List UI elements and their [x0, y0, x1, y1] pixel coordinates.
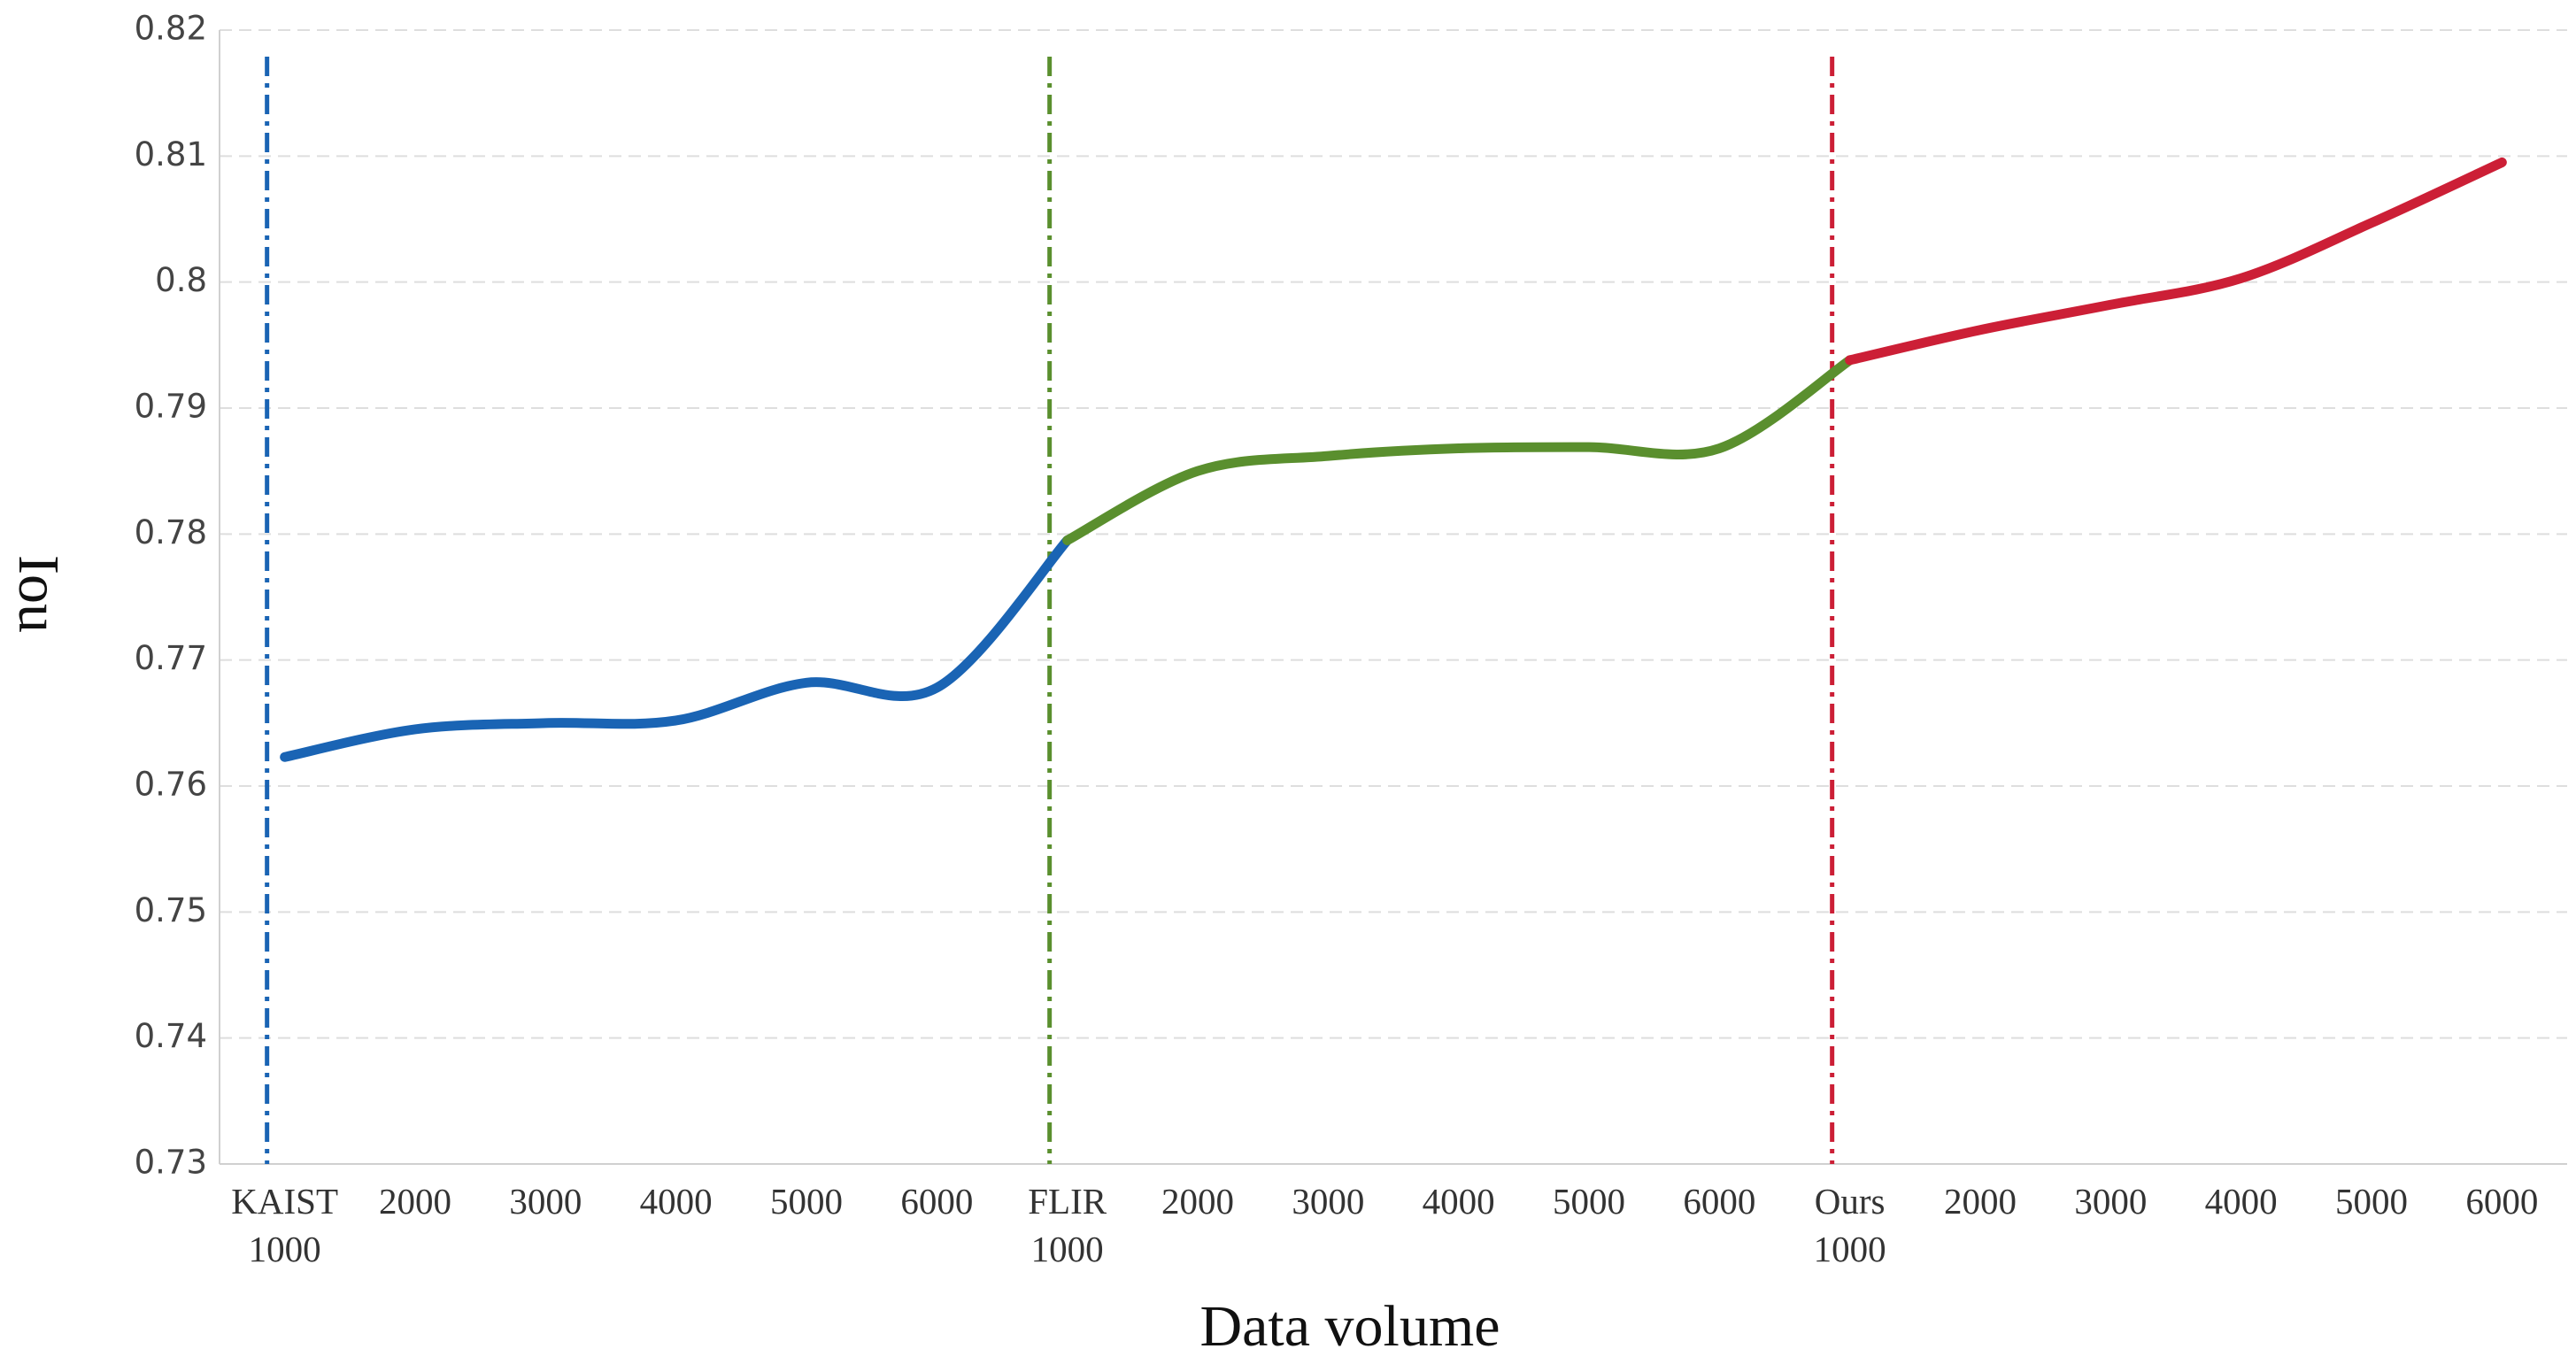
x-axis-title: Data volume [1199, 1294, 1500, 1359]
x-tick-label: 2000 [379, 1181, 451, 1222]
y-tick-label: 0.81 [135, 135, 207, 173]
x-tick-label: 2000 [1944, 1181, 2017, 1222]
x-tick-label: 6000 [2465, 1181, 2538, 1222]
y-axis-title: Iou [6, 555, 71, 633]
series-line [280, 535, 1073, 762]
x-tick-label: 6000 [900, 1181, 973, 1222]
y-tick-label: 0.78 [135, 513, 207, 551]
x-tick-label: 6000 [1683, 1181, 1755, 1222]
x-tick-label: 4000 [640, 1181, 713, 1222]
y-tick-label: 0.73 [135, 1144, 207, 1182]
y-tick-label: 0.77 [135, 639, 207, 677]
x-tick-label: 3000 [2074, 1181, 2147, 1222]
series-line [1062, 355, 1855, 545]
x-tick-label: 3000 [509, 1181, 582, 1222]
x-tick-label: Ours 1000 [1814, 1181, 1886, 1269]
y-tick-label: 0.82 [135, 10, 207, 48]
y-tick-label: 0.79 [135, 388, 207, 426]
y-tick-label: 0.75 [135, 891, 207, 929]
x-tick-label: 5000 [1553, 1181, 1625, 1222]
y-tick-label: 0.74 [135, 1017, 207, 1055]
y-tick-label: 0.76 [135, 766, 207, 804]
x-tick-label: 4000 [2205, 1181, 2278, 1222]
x-tick-label: 5000 [2335, 1181, 2408, 1222]
x-tick-label: 2000 [1161, 1181, 1234, 1222]
x-tick-label: FLIR 1000 [1028, 1181, 1107, 1269]
x-tick-label: KAIST 1000 [231, 1181, 338, 1269]
x-tick-label: 4000 [1423, 1181, 1495, 1222]
x-tick-label: 3000 [1292, 1181, 1364, 1222]
series-line [1845, 157, 2507, 366]
x-tick-label: 5000 [770, 1181, 843, 1222]
y-tick-label: 0.8 [155, 261, 207, 299]
